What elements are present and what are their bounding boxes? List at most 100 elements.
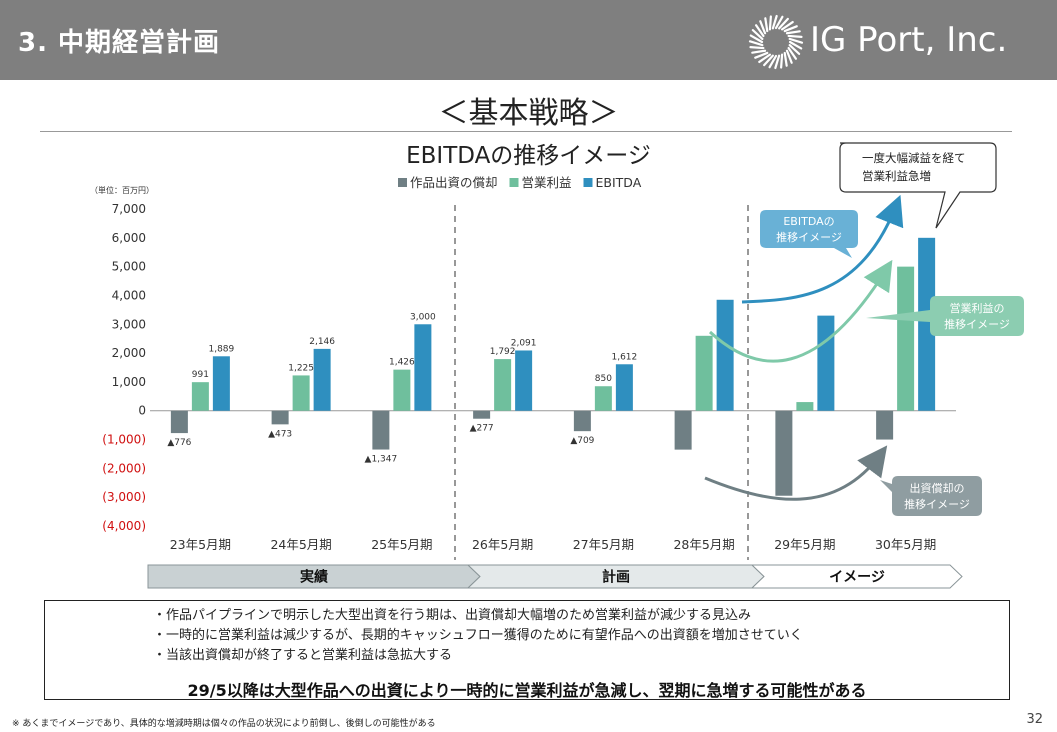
y-tick-label: 5,000 bbox=[112, 260, 146, 274]
bar-ebitda bbox=[515, 350, 533, 411]
amort-trend-text-2: 推移イメージ bbox=[904, 497, 970, 511]
summary-conclusion: 29/5以降は大型作品への出資により一時的に営業利益が急減し、翌期に急増する可能… bbox=[187, 681, 867, 700]
bar-amortization bbox=[573, 410, 591, 432]
amort-trend-label: 出資償却の 推移イメージ bbox=[880, 476, 982, 516]
callout-line-1: 一度大幅減益を経て bbox=[862, 151, 966, 165]
bar-amortization bbox=[170, 410, 188, 434]
bar-amortization bbox=[271, 410, 289, 425]
y-tick-label: (2,000) bbox=[102, 461, 146, 475]
phase-chevron bbox=[750, 564, 963, 589]
op-trend-arrow bbox=[708, 259, 893, 363]
data-label: 1,225 bbox=[288, 363, 314, 373]
logo-ray bbox=[749, 34, 764, 44]
logo-ray bbox=[748, 40, 764, 47]
bar-operating-profit bbox=[796, 402, 814, 411]
bar-ebitda bbox=[817, 315, 835, 411]
legend-label: EBITDA bbox=[596, 175, 642, 190]
y-tick-label: 1,000 bbox=[112, 375, 146, 389]
bar-operating-profit bbox=[494, 359, 512, 411]
legend-label: 営業利益 bbox=[522, 175, 572, 190]
data-label: 2,146 bbox=[309, 337, 335, 347]
bullet-1: 作品パイプラインで明示した大型出資を行う期は、出資償却大幅増のため営業利益が減少… bbox=[153, 606, 803, 626]
bar-ebitda bbox=[414, 324, 432, 411]
y-tick-label: 4,000 bbox=[112, 288, 146, 302]
legend-swatch bbox=[398, 178, 407, 187]
header-bar: 3. 中期経営計画 IG Port, Inc. bbox=[0, 0, 1057, 80]
summary-bullets: 作品パイプラインで明示した大型出資を行う期は、出資償却大幅増のため営業利益が減少… bbox=[153, 606, 803, 666]
x-tick-label: 30年5月期 bbox=[875, 537, 936, 552]
phase-label: 計画 bbox=[602, 569, 630, 586]
bar-ebitda bbox=[313, 348, 331, 411]
data-label: ▲277 bbox=[470, 424, 494, 434]
logo-ray bbox=[764, 17, 769, 33]
section-title: 3. 中期経営計画 bbox=[18, 28, 221, 58]
logo-ray bbox=[783, 25, 798, 33]
footer-note: ※ あくまでイメージであり、具体的な増減時期は個々の作品の状況により前倒し、後倒… bbox=[12, 719, 436, 729]
data-label: ▲1,347 bbox=[365, 455, 398, 465]
data-label: ▲709 bbox=[570, 436, 594, 446]
data-label: 2,091 bbox=[511, 338, 537, 348]
bar-ebitda bbox=[212, 356, 230, 411]
x-tick-label: 28年5月期 bbox=[673, 537, 734, 552]
legend-label: 作品出資の償却 bbox=[410, 175, 498, 190]
ebitda-trend-text-1: EBITDAの bbox=[783, 215, 834, 228]
bullet-2: 一時的に営業利益は減少するが、長期的キャッシュフロー獲得のために有望作品への出資… bbox=[153, 626, 803, 646]
bar-amortization bbox=[372, 410, 390, 450]
bar-operating-profit bbox=[594, 386, 612, 411]
logo-ray bbox=[759, 20, 767, 35]
logo-ray bbox=[778, 17, 789, 30]
logo-ray bbox=[785, 49, 793, 64]
y-tick-label: (4,000) bbox=[102, 519, 146, 533]
legend-swatch bbox=[583, 178, 593, 187]
data-label: 850 bbox=[595, 374, 612, 384]
bar-amortization bbox=[674, 410, 692, 450]
logo-ray bbox=[787, 46, 798, 60]
phase-label: イメージ bbox=[829, 570, 885, 586]
logo-ray bbox=[780, 20, 794, 31]
logo-ray bbox=[754, 24, 765, 38]
chart-title: EBITDAの推移イメージ bbox=[406, 143, 651, 169]
bar-operating-profit bbox=[393, 369, 411, 411]
data-label: 3,000 bbox=[410, 312, 436, 322]
summary-box: 作品パイプラインで明示した大型出資を行う期は、出資償却大幅増のため営業利益が減少… bbox=[44, 600, 1010, 700]
data-label: ▲473 bbox=[268, 429, 292, 439]
logo-text: IG Port, Inc. bbox=[810, 20, 1008, 60]
logo-ray bbox=[751, 29, 764, 40]
bar-amortization bbox=[876, 410, 894, 440]
y-tick-label: 6,000 bbox=[112, 231, 146, 245]
company-logo: IG Port, Inc. bbox=[748, 14, 1048, 70]
logo-ray bbox=[754, 51, 769, 59]
logo-ray bbox=[749, 46, 765, 50]
logo-ray bbox=[763, 54, 774, 67]
ebitda-trend-text-2: 推移イメージ bbox=[776, 230, 842, 244]
page-number: 32 bbox=[1026, 712, 1043, 727]
op-trend-text-1: 営業利益の bbox=[950, 301, 1005, 315]
amort-trend-arrow bbox=[704, 445, 888, 501]
logo-ray bbox=[783, 51, 788, 67]
op-trend-label: 営業利益の 推移イメージ bbox=[866, 296, 1024, 336]
x-tick-label: 27年5月期 bbox=[573, 537, 634, 552]
bar-amortization bbox=[473, 410, 491, 419]
y-tick-label: 7,000 bbox=[112, 202, 146, 216]
data-label: 991 bbox=[192, 370, 209, 380]
x-tick-label: 26年5月期 bbox=[472, 537, 533, 552]
divider bbox=[40, 131, 1012, 132]
logo-ray bbox=[751, 49, 767, 54]
strategy-title: ＜基本戦略＞ bbox=[438, 96, 619, 131]
logo-ray bbox=[787, 34, 803, 38]
data-label: ▲776 bbox=[167, 438, 191, 448]
legend-swatch bbox=[509, 178, 519, 187]
bar-operating-profit bbox=[897, 266, 915, 411]
logo-ray bbox=[788, 40, 803, 50]
x-tick-label: 24年5月期 bbox=[270, 537, 331, 552]
bar-ebitda bbox=[716, 299, 734, 411]
logo-ray bbox=[785, 30, 801, 35]
bar-ebitda bbox=[918, 237, 936, 411]
ebitda-trend-arrow bbox=[741, 194, 904, 304]
data-label: 1,889 bbox=[208, 344, 234, 354]
op-trend-text-2: 推移イメージ bbox=[944, 317, 1010, 331]
logo-sunburst-icon bbox=[748, 14, 804, 70]
logo-ray bbox=[758, 53, 772, 64]
logo-ray bbox=[774, 15, 784, 30]
ebitda-chart: 7,000 6,000 5,000 4,000 3,000 2,000 1,000 0 (1,0… bbox=[90, 142, 1024, 589]
